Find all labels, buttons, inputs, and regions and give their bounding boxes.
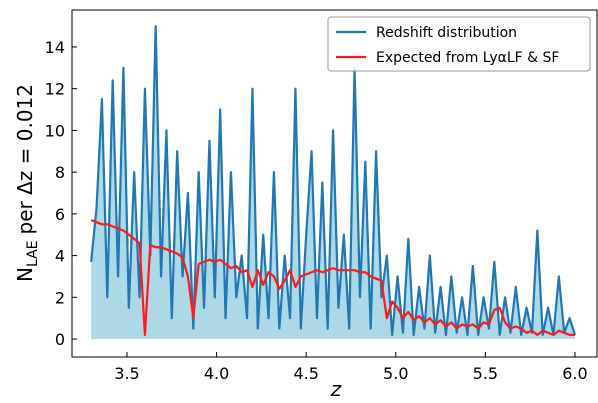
x-axis-label: z <box>330 377 342 401</box>
line <box>90 219 575 336</box>
y-label-main: N <box>13 267 37 282</box>
y-tick-label: 6 <box>55 205 65 224</box>
y-label-sub: LAE <box>25 240 41 267</box>
y-tick-label: 0 <box>55 330 65 349</box>
x-tick-label: 4.5 <box>293 364 318 383</box>
legend: Redshift distribution Expected from LyαLF… <box>327 16 591 72</box>
x-tick-label: 3.5 <box>114 364 139 383</box>
x-tick-label: 6.0 <box>562 364 587 383</box>
legend-box <box>327 16 591 72</box>
x-tick-label: 5.0 <box>383 364 408 383</box>
y-axis-label: NLAE per Δz = 0.012 <box>13 84 41 282</box>
y-tick-label: 8 <box>55 163 65 182</box>
x-tick-label: 5.5 <box>473 364 498 383</box>
y-label-rest: per Δz = 0.012 <box>13 84 37 235</box>
y-tick-label: 4 <box>55 247 65 266</box>
y-tick-label: 12 <box>45 80 65 99</box>
legend-label: Expected from LyαLF & SF <box>376 50 559 66</box>
y-tick-label: 10 <box>45 121 65 140</box>
plot-frame <box>71 9 598 358</box>
line <box>90 24 577 336</box>
legend-label: Redshift distribution <box>376 25 517 41</box>
y-tick-label: 2 <box>55 288 65 307</box>
x-tick-label: 4.0 <box>204 364 229 383</box>
y-tick-label: 14 <box>45 38 65 57</box>
